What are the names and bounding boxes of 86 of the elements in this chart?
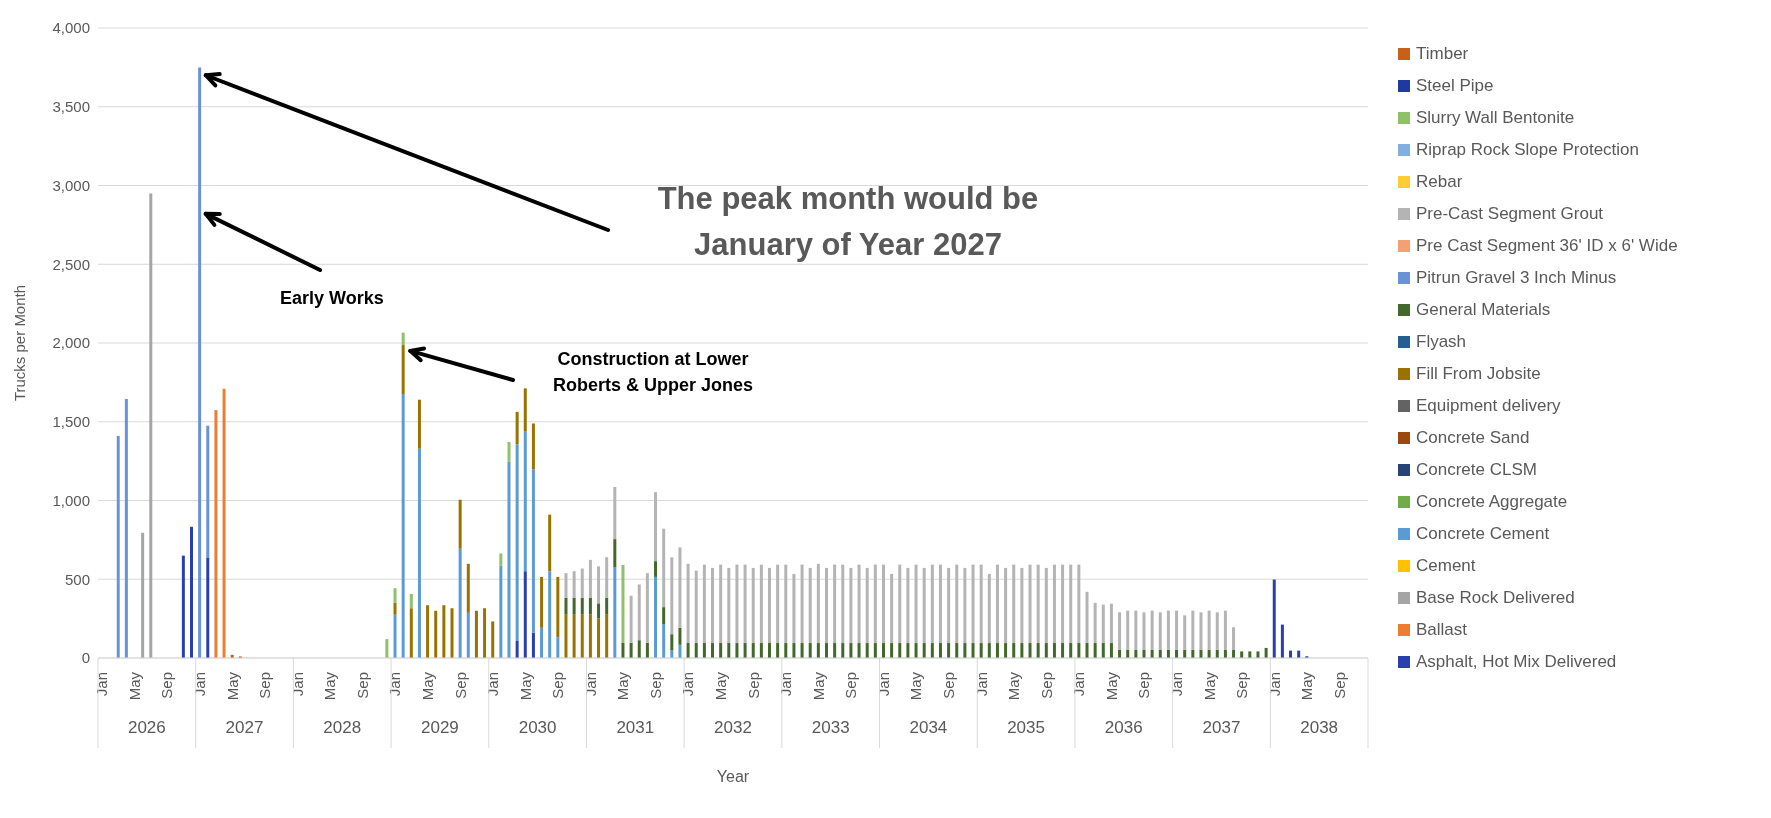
x-tick-label: May bbox=[125, 671, 143, 701]
text: 2036 bbox=[1104, 718, 1143, 737]
annotation: The peak month would be January of Year 2027 bbox=[656, 180, 1040, 264]
legend-label: Concrete CLSM bbox=[1416, 460, 1537, 480]
text: 2032 bbox=[714, 718, 752, 737]
legend-label: Ballast bbox=[1416, 620, 1468, 640]
x-tick-label: Jan bbox=[581, 672, 599, 697]
x-tick-label: Jan bbox=[93, 672, 111, 697]
x-tick-label: Sep bbox=[158, 672, 176, 699]
legend-label: Concrete Aggregate bbox=[1416, 492, 1568, 512]
text: 2028 bbox=[323, 718, 362, 737]
annotation: Construction at Lower Roberts & Upper Jones bbox=[551, 348, 754, 397]
text: 2027 bbox=[225, 718, 264, 737]
y-tick-label: 3,000 bbox=[52, 176, 90, 194]
x-tick-label: Sep bbox=[1037, 672, 1055, 699]
x-tick-label: Sep bbox=[939, 672, 957, 699]
x-tick-label: May bbox=[1005, 671, 1023, 701]
legend-label: Rebar bbox=[1416, 172, 1463, 192]
text: 2034 bbox=[909, 718, 948, 737]
x-tick-label: May bbox=[907, 671, 925, 701]
y-tick-label: 500 bbox=[64, 570, 90, 588]
x-tick-label: Jan bbox=[679, 672, 697, 697]
x-tick-label: Sep bbox=[842, 672, 860, 699]
x-tick-label: Jan bbox=[1167, 672, 1185, 697]
y-tick-label: 1,500 bbox=[52, 413, 90, 431]
legend-label: Pre-Cast Segment Grout bbox=[1416, 204, 1604, 224]
y-tick-label: 3,500 bbox=[52, 98, 90, 116]
x-tick-label: Jan bbox=[1070, 672, 1088, 697]
y-tick-label: 4,000 bbox=[52, 19, 90, 37]
legend-label: Concrete Cement bbox=[1416, 524, 1550, 544]
legend-label: General Materials bbox=[1416, 300, 1551, 320]
legend-label: Equipment delivery bbox=[1416, 396, 1561, 416]
x-tick-label: Sep bbox=[646, 672, 664, 699]
x-tick-label: Jan bbox=[874, 672, 892, 697]
x-tick-label: May bbox=[712, 671, 730, 701]
text: 2031 bbox=[616, 718, 655, 737]
x-tick-label: Sep bbox=[1233, 672, 1251, 699]
x-tick-label: May bbox=[1298, 671, 1316, 701]
legend-label: Pre Cast Segment 36' ID x 6' Wide bbox=[1416, 236, 1678, 256]
text: 2038 bbox=[1300, 718, 1339, 737]
legend-label: Concrete Sand bbox=[1416, 428, 1530, 448]
legend-label: Steel Pipe bbox=[1416, 76, 1494, 96]
legend-label: Fill From Jobsite bbox=[1416, 364, 1541, 384]
text: 2037 bbox=[1202, 718, 1241, 737]
x-tick-label: Jan bbox=[777, 672, 795, 697]
x-tick-label: Jan bbox=[288, 672, 306, 697]
annotation: Early Works bbox=[280, 288, 384, 309]
x-tick-label: Sep bbox=[353, 672, 371, 699]
legend-label: Slurry Wall Bentonite bbox=[1416, 108, 1575, 128]
text: 2026 bbox=[127, 718, 166, 737]
legend-label: Flyash bbox=[1416, 332, 1467, 352]
x-axis-title: Year bbox=[716, 768, 750, 785]
legend-label: Asphalt, Hot Mix Delivered bbox=[1416, 652, 1617, 672]
x-tick-label: May bbox=[321, 671, 339, 701]
y-tick-label: 0 bbox=[81, 649, 90, 667]
x-tick-label: May bbox=[516, 671, 534, 701]
legend-label: Cement bbox=[1416, 556, 1476, 576]
x-tick-label: May bbox=[1102, 671, 1120, 701]
text: 2030 bbox=[518, 718, 557, 737]
legend-label: Riprap Rock Slope Protection bbox=[1416, 140, 1640, 160]
x-tick-label: Jan bbox=[386, 672, 404, 697]
y-tick-label: 2,500 bbox=[52, 255, 90, 273]
y-tick-label: 1,000 bbox=[52, 491, 90, 509]
legend-label: Base Rock Delivered bbox=[1416, 588, 1575, 608]
x-tick-label: Jan bbox=[191, 672, 209, 697]
x-tick-label: Jan bbox=[484, 672, 502, 697]
legend-label: Timber bbox=[1416, 44, 1469, 64]
legend-label: Pitrun Gravel 3 Inch Minus bbox=[1416, 268, 1617, 288]
x-tick-label: Sep bbox=[451, 672, 469, 699]
x-tick-label: Sep bbox=[744, 672, 762, 699]
text: 2029 bbox=[421, 718, 459, 737]
x-tick-label: Sep bbox=[256, 672, 274, 699]
y-axis-title: Trucks per Month bbox=[11, 284, 29, 402]
x-tick-label: May bbox=[614, 671, 632, 701]
x-tick-label: May bbox=[223, 671, 241, 701]
x-tick-label: May bbox=[1200, 671, 1218, 701]
text: 2033 bbox=[811, 718, 850, 737]
x-tick-label: Sep bbox=[549, 672, 567, 699]
y-tick-label: 2,000 bbox=[52, 334, 90, 352]
x-tick-label: Sep bbox=[1135, 672, 1153, 699]
x-tick-label: Sep bbox=[1330, 672, 1348, 699]
x-tick-label: Jan bbox=[972, 672, 990, 697]
text: 2035 bbox=[1007, 718, 1045, 737]
x-tick-label: May bbox=[418, 671, 436, 701]
x-tick-label: Jan bbox=[1265, 672, 1283, 697]
x-tick-label: May bbox=[809, 671, 827, 701]
